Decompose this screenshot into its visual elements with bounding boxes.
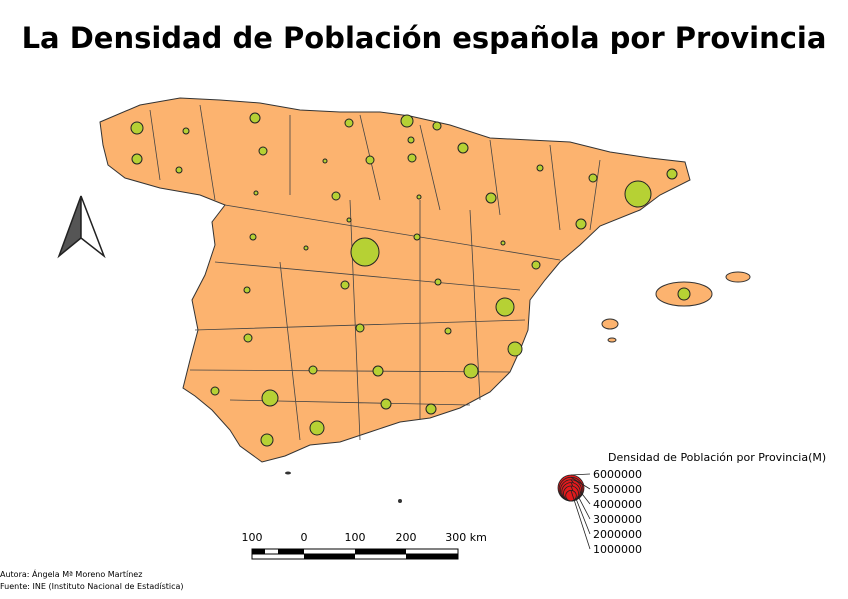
province-markers <box>130 112 691 447</box>
legend-label: 5000000 <box>593 483 642 496</box>
legend-label: 1000000 <box>593 543 642 556</box>
credit-source: Fuente: INE (Instituto Nacional de Estad… <box>0 582 184 591</box>
legend-label: 2000000 <box>593 528 642 541</box>
legend-leader <box>570 490 591 550</box>
legend: Densidad de Población por Provincia(M) 6… <box>557 451 826 556</box>
north-arrow <box>57 195 106 259</box>
legend-title: Densidad de Población por Provincia(M) <box>608 451 826 464</box>
scale-label: 0 <box>301 531 308 544</box>
map-title: La Densidad de Población española por Pr… <box>22 21 827 55</box>
scale-label: 100 <box>345 531 366 544</box>
legend-label: 6000000 <box>593 468 642 481</box>
scale-label: 200 <box>396 531 417 544</box>
credit-author: Autora: Ángela Mª Moreno Martínez <box>0 568 142 579</box>
legend-leader <box>570 476 591 490</box>
scale-label: 300 km <box>445 531 487 544</box>
spain-map <box>99 97 751 503</box>
legend-leader <box>570 473 591 476</box>
legend-label: 3000000 <box>593 513 642 526</box>
legend-label: 4000000 <box>593 498 642 511</box>
legend-circle <box>565 489 577 502</box>
scale-label: 100 <box>242 531 263 544</box>
scale-bar <box>251 548 459 560</box>
